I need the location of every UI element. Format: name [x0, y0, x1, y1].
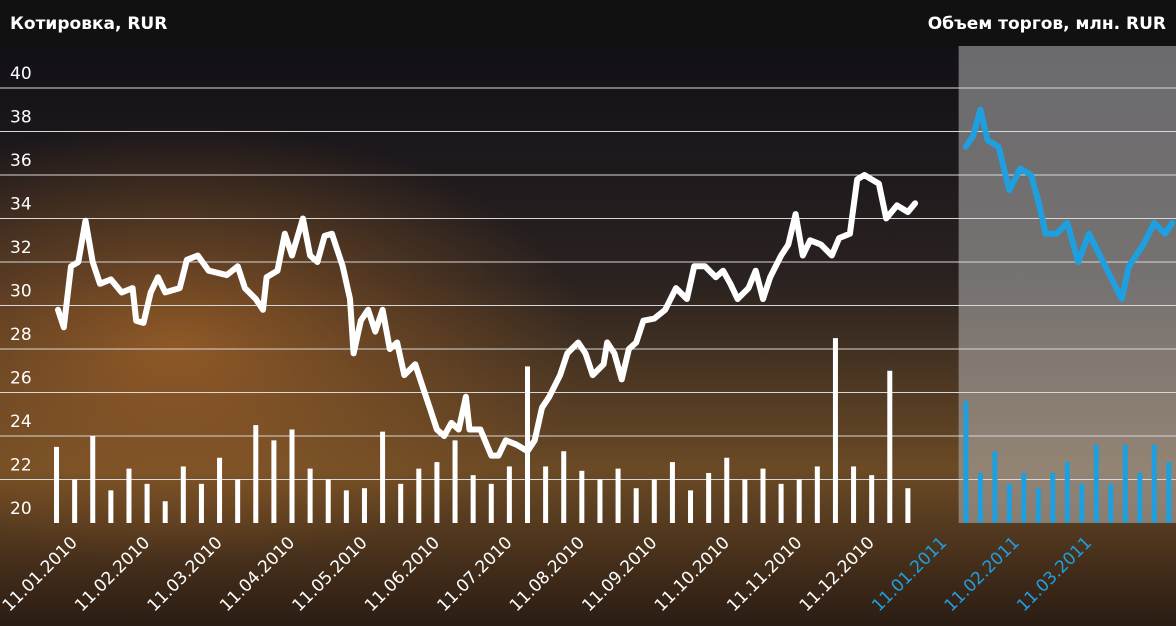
chart-title: Котировка, RUR: [10, 14, 167, 34]
volume-bar: [1108, 483, 1114, 523]
volume-bar: [1151, 444, 1157, 523]
volume-bar: [869, 475, 875, 523]
volume-bar: [633, 488, 639, 523]
volume-bar: [271, 440, 277, 523]
volume-bar: [742, 479, 748, 523]
volume-bar: [832, 338, 838, 523]
volume-bar: [325, 479, 331, 523]
volume-bar: [488, 483, 494, 523]
volume-bar: [90, 436, 96, 523]
y-tick-label: 22: [10, 456, 32, 476]
volume-bar: [253, 425, 259, 523]
volume-bar: [992, 451, 998, 523]
volume-bar: [217, 457, 223, 523]
volume-bar: [235, 479, 241, 523]
volume-bar: [54, 446, 60, 523]
y-tick-label: 28: [10, 325, 32, 345]
volume-bar: [778, 483, 784, 523]
volume-bar: [524, 366, 530, 523]
volume-title: Объем торгов, млн. RUR: [928, 14, 1166, 34]
volume-bar: [144, 483, 150, 523]
volume-bar: [307, 468, 313, 523]
y-tick-label: 30: [10, 282, 32, 302]
y-tick-label: 26: [10, 369, 32, 389]
volume-bar: [579, 470, 585, 523]
volume-bar: [905, 488, 911, 523]
price-line: [55, 172, 919, 459]
volume-bar: [814, 466, 820, 523]
volume-bar: [651, 479, 657, 523]
y-tick-label: 34: [10, 195, 32, 215]
volume-bar: [361, 488, 367, 523]
volume-bar: [506, 466, 512, 523]
volume-bar: [398, 483, 404, 523]
y-tick-label: 20: [10, 499, 32, 519]
volume-bar: [851, 466, 857, 523]
volume-bar: [343, 490, 349, 523]
volume-bar: [796, 479, 802, 523]
y-tick-label: 24: [10, 412, 32, 432]
header-bar: [0, 0, 1176, 46]
y-tick-label: 40: [10, 64, 32, 84]
volume-bar: [162, 501, 168, 523]
volume-bar: [72, 479, 78, 523]
volume-bar: [380, 431, 386, 523]
volume-bar: [180, 466, 186, 523]
volume-bar: [1006, 483, 1012, 523]
y-tick-label: 36: [10, 151, 32, 171]
volume-bar: [1137, 472, 1143, 523]
volume-bar: [1079, 483, 1085, 523]
volume-bar: [434, 462, 440, 523]
volume-bar: [543, 466, 549, 523]
volume-bar: [1050, 472, 1056, 523]
volume-bar: [1166, 462, 1172, 523]
volume-bar: [289, 429, 295, 523]
volume-bar: [706, 472, 712, 523]
volume-bar: [1093, 444, 1099, 523]
volume-bar: [1122, 444, 1128, 523]
volume-bar: [126, 468, 132, 523]
price-line: [962, 106, 1176, 302]
volume-bar: [615, 468, 621, 523]
volume-bar: [977, 472, 983, 523]
y-tick-label: 38: [10, 108, 32, 128]
volume-bar: [198, 483, 204, 523]
volume-bar: [688, 490, 694, 523]
volume-bar: [470, 475, 476, 523]
volume-bar: [963, 401, 969, 523]
volume-bar: [669, 462, 675, 523]
volume-panel: [958, 46, 1176, 523]
volume-bar: [108, 490, 114, 523]
volume-bar: [1021, 472, 1027, 523]
volume-bar: [597, 479, 603, 523]
volume-bar: [724, 457, 730, 523]
volume-bar: [887, 370, 893, 523]
volume-bar: [561, 451, 567, 523]
volume-bar: [760, 468, 766, 523]
volume-bar: [416, 468, 422, 523]
volume-bar: [452, 440, 458, 523]
volume-bar: [1064, 462, 1070, 523]
volume-bar: [1035, 488, 1041, 523]
y-tick-label: 32: [10, 238, 32, 258]
